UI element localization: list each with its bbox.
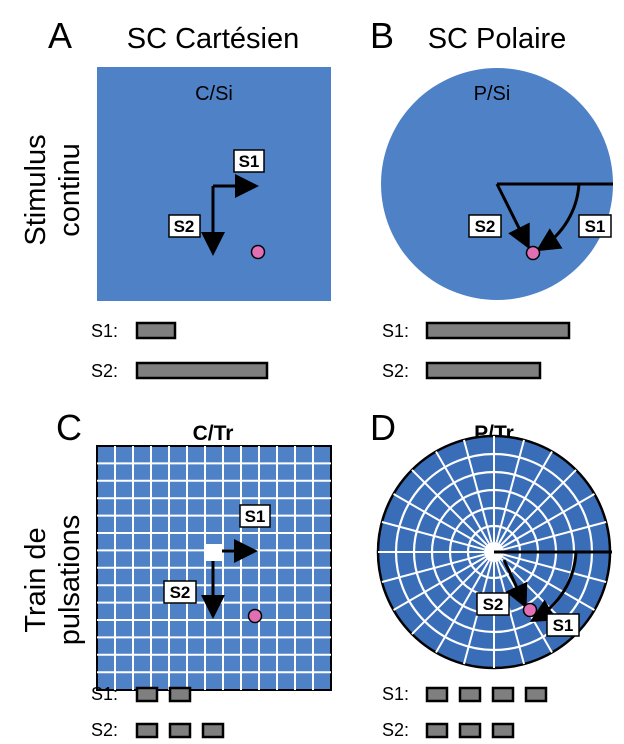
svg-text:S2: S2 [170,583,191,602]
s2-label-d: S2 [476,592,510,616]
svg-text:continu: continu [54,143,86,237]
polar-grid-spoke [503,521,607,551]
polar-grid-spoke [502,556,595,611]
polar-grid-spoke [498,451,553,544]
legend-s1-label-a: S1: [91,321,118,341]
s2-duration-bar-b [425,361,542,380]
polar-grid-spoke [381,553,485,583]
polar-grid-spoke [435,451,490,544]
s2-pulse-train-c [135,722,225,739]
s2-label-c: S2 [163,580,197,604]
s2-arrow-b [495,183,530,250]
svg-text:S2: S2 [483,595,504,614]
s2-arrow-d [502,559,528,609]
s1-pulse-train-d [425,686,548,703]
polar-grid-spoke [495,561,525,665]
row-label-pulsed: Train de pulsations [20,515,86,646]
panel-letter-b: B [370,15,394,56]
svg-text:Train de: Train de [20,527,52,632]
pulse-block [168,722,192,739]
pulse-block [458,686,482,703]
s2-pulse-train-d [425,722,515,739]
polar-grid-spoke [495,439,525,543]
pulse-block [491,722,515,739]
cartesian-grid [97,446,331,690]
legend-s2-label-d: S2: [382,720,409,740]
target-dot-d [522,602,538,618]
svg-text:S2: S2 [475,217,496,236]
pulse-block [425,686,449,703]
column-title-polar: SC Polaire [428,23,567,55]
s1-duration-bar-a [135,321,177,340]
s2-duration-bar-a [135,361,269,380]
panel-title-a: C/Si [195,83,233,105]
panel-title-c: C/Tr [193,422,234,445]
column-title-cartesian: SC Cartésien [127,23,299,55]
legend-s1-label-d: S1: [382,684,409,704]
pulse-block [135,722,159,739]
s1-label-c: S1 [239,504,271,528]
pulse-block [425,722,449,739]
svg-text:S1: S1 [553,616,574,635]
panel-title-b: P/Si [474,83,511,105]
pulse-block [491,686,515,703]
svg-text:Stimulus: Stimulus [20,134,52,245]
s1-label-a: S1 [233,149,265,173]
panel-letter-d: D [370,407,396,448]
s1-arc-arrow [535,183,581,252]
pulse-block [135,686,159,703]
pulse-block [524,686,548,703]
svg-text:S1: S1 [245,507,266,526]
svg-text:pulsations: pulsations [54,515,86,646]
polar-grid-spoke [500,469,577,546]
polar-grid-spoke [463,439,493,543]
polar-grid-spoke [393,493,486,548]
pulse-block [168,686,192,703]
pulse-block [458,722,482,739]
polar-grid-spoke [435,560,490,653]
polar-grid-spoke [411,469,488,546]
s1-label-b: S1 [578,214,612,238]
cartesian-field-continuous [97,67,331,301]
pulse-block [201,722,225,739]
legend-s2-label-c: S2: [91,720,118,740]
panel-letter-a: A [48,15,72,56]
polar-grid-spoke [502,493,595,548]
polar-grid-spoke [411,558,488,635]
target-dot-b [525,245,541,261]
s1-arc-arrow-d [529,551,578,622]
polar-grid-spoke [381,521,485,551]
s1-pulse-train-c [135,686,192,703]
target-dot-c [247,608,263,624]
row-label-continuous: Stimulus continu [20,134,86,245]
svg-text:S2: S2 [174,217,195,236]
svg-text:S1: S1 [239,152,260,171]
s2-label-a: S2 [168,214,201,238]
panel-letter-c: C [56,407,82,448]
s2-label-b: S2 [468,214,502,238]
legend-s1-label-b: S1: [382,321,409,341]
polar-grid-spoke [503,553,607,583]
s1-duration-bar-b [425,321,571,340]
legend-s1-label-c: S1: [91,684,118,704]
legend-s2-label-a: S2: [91,361,118,381]
legend-s2-label-b: S2: [382,361,409,381]
polar-grid-spoke [393,556,486,611]
origin-cell-c [204,544,222,561]
s1-label-d: S1 [546,613,580,637]
target-dot-a [250,244,266,260]
svg-text:S1: S1 [585,217,606,236]
